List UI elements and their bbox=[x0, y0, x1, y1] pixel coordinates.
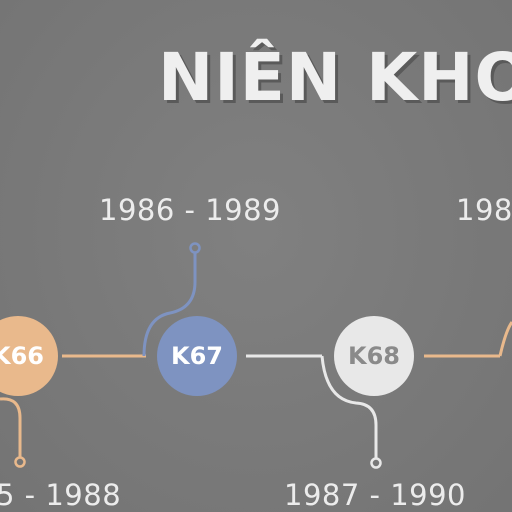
node-k67: K67 bbox=[157, 316, 237, 396]
connector-k68 bbox=[320, 355, 378, 458]
pin-k68 bbox=[370, 457, 382, 469]
connector-k66 bbox=[0, 397, 22, 457]
pin-k67 bbox=[189, 242, 201, 254]
node-k66: K66 bbox=[0, 316, 58, 396]
year-label-k68: 1987 - 1990 bbox=[284, 478, 467, 512]
page-title: NIÊN KHO bbox=[158, 39, 512, 116]
node-k68: K68 bbox=[334, 316, 414, 396]
year-label-k67: 1986 - 1989 bbox=[99, 193, 282, 227]
connector-k69 bbox=[498, 321, 512, 357]
pin-k66 bbox=[14, 456, 26, 468]
year-label-k69: 198 bbox=[456, 193, 512, 227]
connector-k67 bbox=[142, 253, 197, 357]
year-label-k66: 5 - 1988 bbox=[0, 478, 122, 512]
